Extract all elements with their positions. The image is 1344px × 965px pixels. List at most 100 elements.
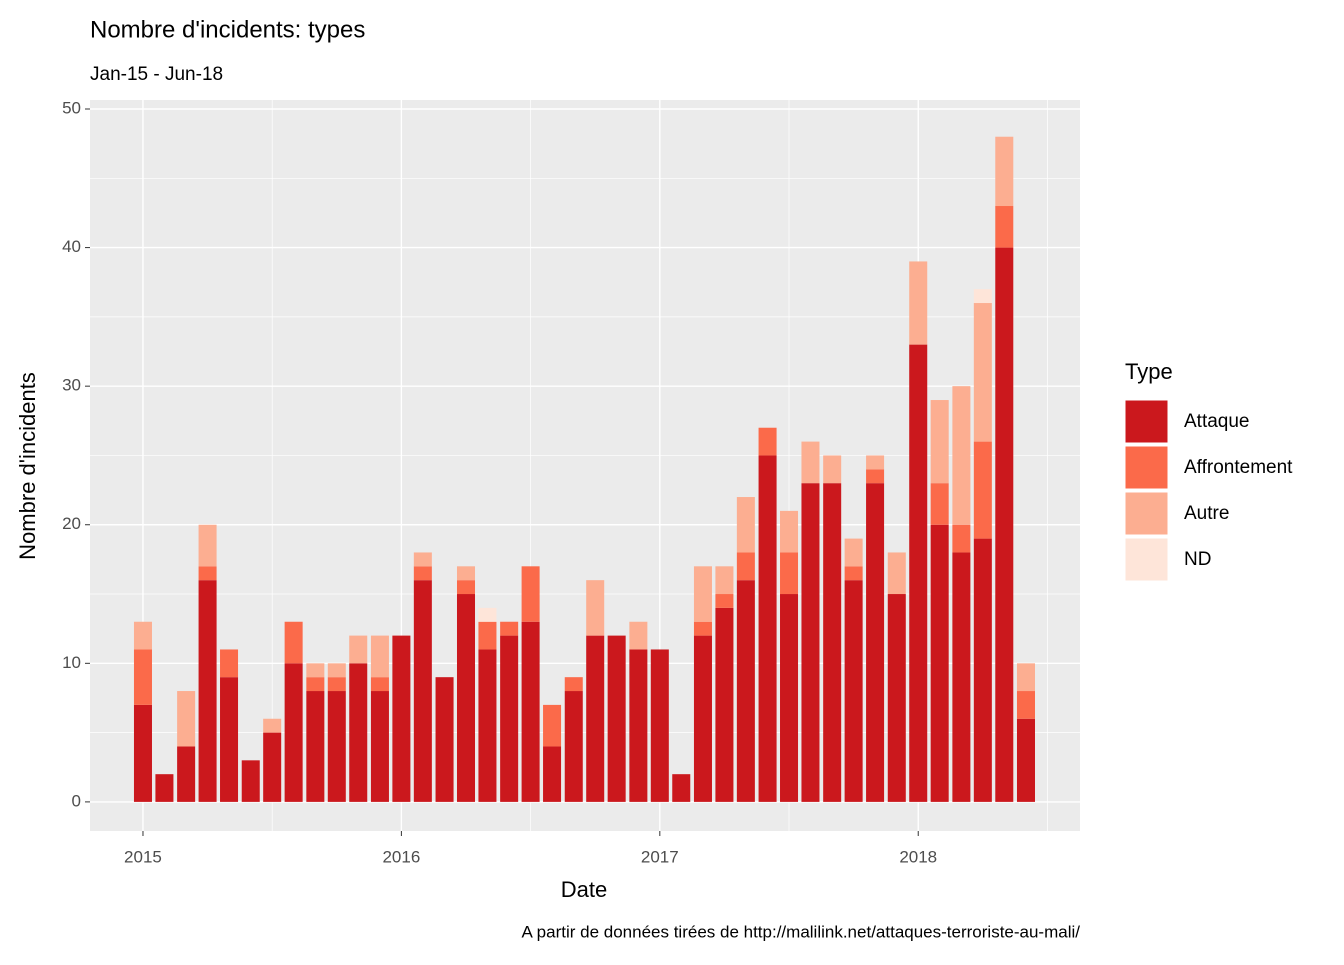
bar-segment	[973, 538, 992, 802]
bar-segment	[844, 538, 863, 567]
bar-segment	[521, 621, 540, 802]
bar-segment	[930, 524, 949, 802]
bar-segment	[758, 455, 777, 802]
bar-segment	[521, 566, 540, 622]
bar-segment	[629, 649, 648, 802]
bar-segment	[736, 580, 755, 802]
bar-segment	[844, 566, 863, 581]
legend-label: Attaque	[1184, 411, 1250, 432]
y-axis-title: Nombre d'incidents	[15, 372, 40, 560]
bar-segment	[263, 718, 282, 733]
bar-segment	[866, 469, 885, 484]
bar-segment	[392, 635, 411, 802]
bar-segment	[586, 635, 605, 802]
bar-segment	[456, 566, 476, 581]
bar-segment	[133, 704, 152, 802]
bar-segment	[413, 566, 432, 581]
bar-segment	[241, 760, 260, 802]
bar-segment	[456, 580, 476, 595]
x-tick-label: 2017	[641, 847, 679, 866]
bar-segment	[370, 691, 389, 802]
legend-key	[1124, 491, 1169, 536]
x-tick-label: 2015	[124, 847, 162, 866]
bar-segment	[370, 677, 389, 692]
bar-segment	[952, 524, 971, 553]
bar-segment	[995, 206, 1014, 248]
bar-segment	[306, 663, 325, 678]
bar-segment	[736, 497, 755, 553]
x-tick-label: 2018	[899, 847, 937, 866]
bar-segment	[327, 677, 346, 692]
bar-segment	[909, 344, 928, 802]
bar-segment	[715, 566, 734, 595]
bar-segment	[930, 400, 949, 484]
bar-segment	[693, 635, 712, 802]
bar-segment	[370, 635, 389, 678]
bar-segment	[887, 552, 906, 595]
bar-segment	[952, 552, 971, 802]
bar-segment	[823, 455, 842, 484]
bar-segment	[435, 677, 454, 802]
bar-segment	[715, 607, 734, 802]
chart-subtitle: Jan-15 - Jun-18	[90, 64, 223, 85]
bar-segment	[1016, 691, 1035, 719]
bar-segment	[413, 552, 432, 567]
bar-segment	[349, 663, 368, 802]
bar-segment	[133, 621, 152, 650]
caption: A partir de données tirées de http://mal…	[522, 922, 1081, 941]
legend-label: Affrontement	[1184, 457, 1293, 478]
bar-segment	[650, 649, 669, 802]
bar-segment	[693, 621, 712, 636]
bar-segment	[198, 566, 217, 581]
bar-segment	[306, 691, 325, 802]
bar-segment	[973, 289, 992, 304]
bar-segment	[155, 774, 174, 802]
bar-segment	[780, 510, 799, 553]
bar-segment	[758, 427, 777, 456]
bar-segment	[607, 635, 626, 802]
bar-segment	[413, 580, 432, 802]
legend-title: Type	[1125, 359, 1173, 384]
bar-segment	[543, 704, 562, 747]
bar-segment	[564, 677, 583, 692]
chart-title: Nombre d'incidents: types	[90, 16, 365, 43]
bar-segment	[500, 635, 519, 802]
bar-segment	[693, 566, 712, 622]
bar-segment	[780, 594, 799, 802]
bar-segment	[327, 691, 346, 802]
bar-segment	[844, 580, 863, 802]
legend-key	[1124, 399, 1169, 444]
bar-segment	[349, 635, 368, 664]
bar-segment	[801, 441, 820, 484]
bar-segment	[672, 774, 691, 802]
legend-key	[1124, 537, 1169, 582]
bar-segment	[478, 621, 497, 650]
bar-segment	[500, 621, 519, 636]
bar-segment	[780, 552, 799, 595]
x-tick-label: 2016	[382, 847, 420, 866]
bar-segment	[715, 594, 734, 608]
bar-segment	[263, 732, 282, 802]
bar-segment	[306, 677, 325, 692]
bar-segment	[177, 746, 196, 802]
bar-segment	[177, 691, 196, 747]
legend-label: Autre	[1184, 503, 1229, 524]
bar-segment	[909, 261, 928, 345]
bar-segment	[478, 607, 497, 622]
x-axis-title: Date	[561, 877, 607, 902]
legend-label: ND	[1184, 549, 1211, 570]
bar-segment	[866, 483, 885, 802]
bar-segment	[133, 649, 152, 705]
bar-segment	[973, 303, 992, 442]
bar-segment	[198, 524, 217, 567]
y-tick-label: 20	[62, 514, 81, 533]
y-tick-label: 30	[62, 376, 81, 395]
bar-segment	[220, 649, 239, 678]
bar-segment	[543, 746, 562, 802]
bar-segment	[952, 386, 971, 525]
bar-segment	[930, 483, 949, 525]
bar-segment	[629, 621, 648, 650]
bar-segment	[995, 136, 1014, 207]
bar-segment	[973, 441, 992, 539]
